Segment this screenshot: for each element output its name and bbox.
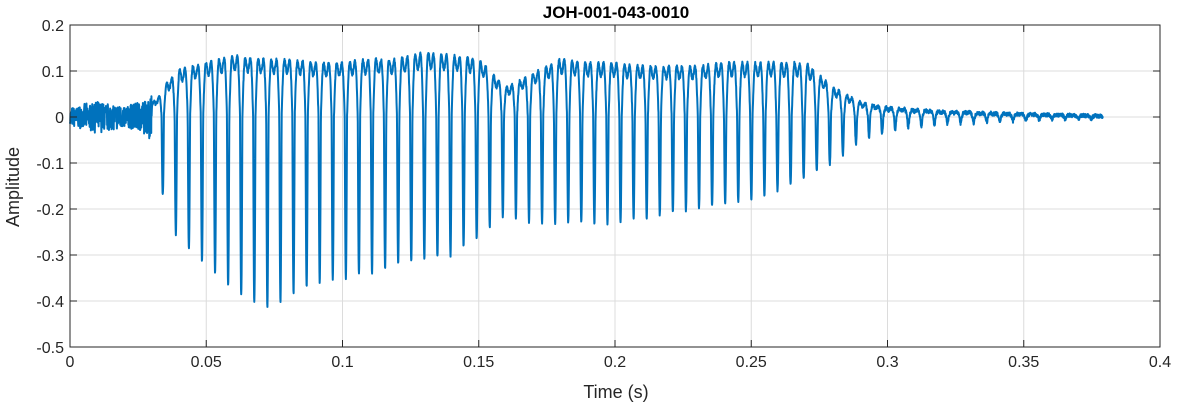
x-tick-label: 0.15 xyxy=(463,354,494,371)
y-axis-label: Amplitude xyxy=(3,147,23,227)
y-tick-label: -0.2 xyxy=(36,202,64,219)
y-tick-label: -0.5 xyxy=(36,340,64,357)
series-group xyxy=(69,51,1104,308)
chart-title: JOH-001-043-0010 xyxy=(543,3,689,22)
x-tick-label: 0.4 xyxy=(1149,354,1171,371)
y-axis: 0.2 0.1 0 -0.1 -0.2 -0.3 -0.4 -0.5 xyxy=(36,18,1160,357)
x-tick-label: 0.35 xyxy=(1008,354,1039,371)
y-tick-label: -0.4 xyxy=(36,294,64,311)
plot-area: 0 0.05 0.1 0.15 0.2 0.25 0.3 0.35 0.4 0.20.10-0.… xyxy=(36,18,1171,371)
x-axis-label: Time (s) xyxy=(583,382,648,402)
y-tick-label: -0.3 xyxy=(36,248,64,265)
waveform-line xyxy=(69,51,1104,308)
x-tick-label: 0.25 xyxy=(736,354,767,371)
y-tick-label: 0 xyxy=(55,110,64,127)
x-tick-label: 0.1 xyxy=(331,354,353,371)
y-tick-label: 0.1 xyxy=(42,64,64,81)
y-tick-label: -0.1 xyxy=(36,156,64,173)
x-axis: 0 0.05 0.1 0.15 0.2 0.25 0.3 0.35 0.4 xyxy=(66,25,1171,371)
x-tick-label: 0.3 xyxy=(876,354,898,371)
x-tick-label: 0 xyxy=(66,354,75,371)
x-tick-label: 0.2 xyxy=(604,354,626,371)
y-tick-label: 0.2 xyxy=(42,18,64,35)
x-tick-label: 0.05 xyxy=(191,354,222,371)
